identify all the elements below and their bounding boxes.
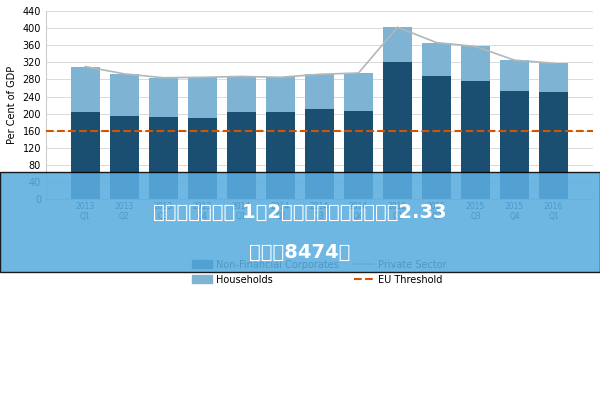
Bar xyxy=(110,116,139,199)
Private Sector xyxy=(355,71,362,76)
Bar xyxy=(149,117,178,199)
Bar xyxy=(500,60,529,91)
Bar xyxy=(266,112,295,199)
Bar xyxy=(422,76,451,199)
Bar xyxy=(110,74,139,116)
Bar xyxy=(344,111,373,199)
Text: ％，戉8474元: ％，戉8474元 xyxy=(250,242,350,262)
Y-axis label: Per Cent of GDP: Per Cent of GDP xyxy=(7,66,17,144)
Bar xyxy=(383,27,412,62)
Private Sector xyxy=(394,25,401,30)
Bar xyxy=(305,109,334,199)
EU Threshold xyxy=(82,128,89,133)
Text: 股票配资可信吗 1月2日棕榆油期货收盘下跌2.33: 股票配资可信吗 1月2日棕榆油期货收盘下跌2.33 xyxy=(153,202,447,222)
Private Sector xyxy=(121,72,128,76)
Private Sector xyxy=(160,75,167,80)
Private Sector xyxy=(433,40,440,45)
Bar xyxy=(305,74,334,109)
Bar xyxy=(539,92,568,199)
Bar xyxy=(539,63,568,92)
Private Sector xyxy=(550,61,557,66)
Bar xyxy=(461,46,490,81)
Private Sector xyxy=(82,64,89,69)
Private Sector xyxy=(511,58,518,62)
Private Sector xyxy=(316,72,323,77)
Line: Private Sector: Private Sector xyxy=(85,27,554,78)
Bar xyxy=(383,62,412,199)
Bar xyxy=(149,78,178,117)
Bar xyxy=(461,81,490,199)
Private Sector xyxy=(472,44,479,49)
Bar xyxy=(227,112,256,199)
Private Sector xyxy=(199,75,206,80)
EU Threshold xyxy=(121,128,128,133)
Bar xyxy=(344,73,373,111)
Bar xyxy=(227,76,256,112)
Bar xyxy=(188,77,217,118)
Bar xyxy=(188,118,217,199)
Bar xyxy=(71,66,100,112)
Bar xyxy=(266,77,295,112)
Private Sector xyxy=(238,74,245,79)
Bar xyxy=(71,112,100,199)
Bar xyxy=(500,91,529,199)
Bar xyxy=(422,43,451,76)
Private Sector xyxy=(277,75,284,80)
Legend: Non-Financial Corporates, Households, Private Sector, EU Threshold: Non-Financial Corporates, Households, Pr… xyxy=(189,257,450,288)
